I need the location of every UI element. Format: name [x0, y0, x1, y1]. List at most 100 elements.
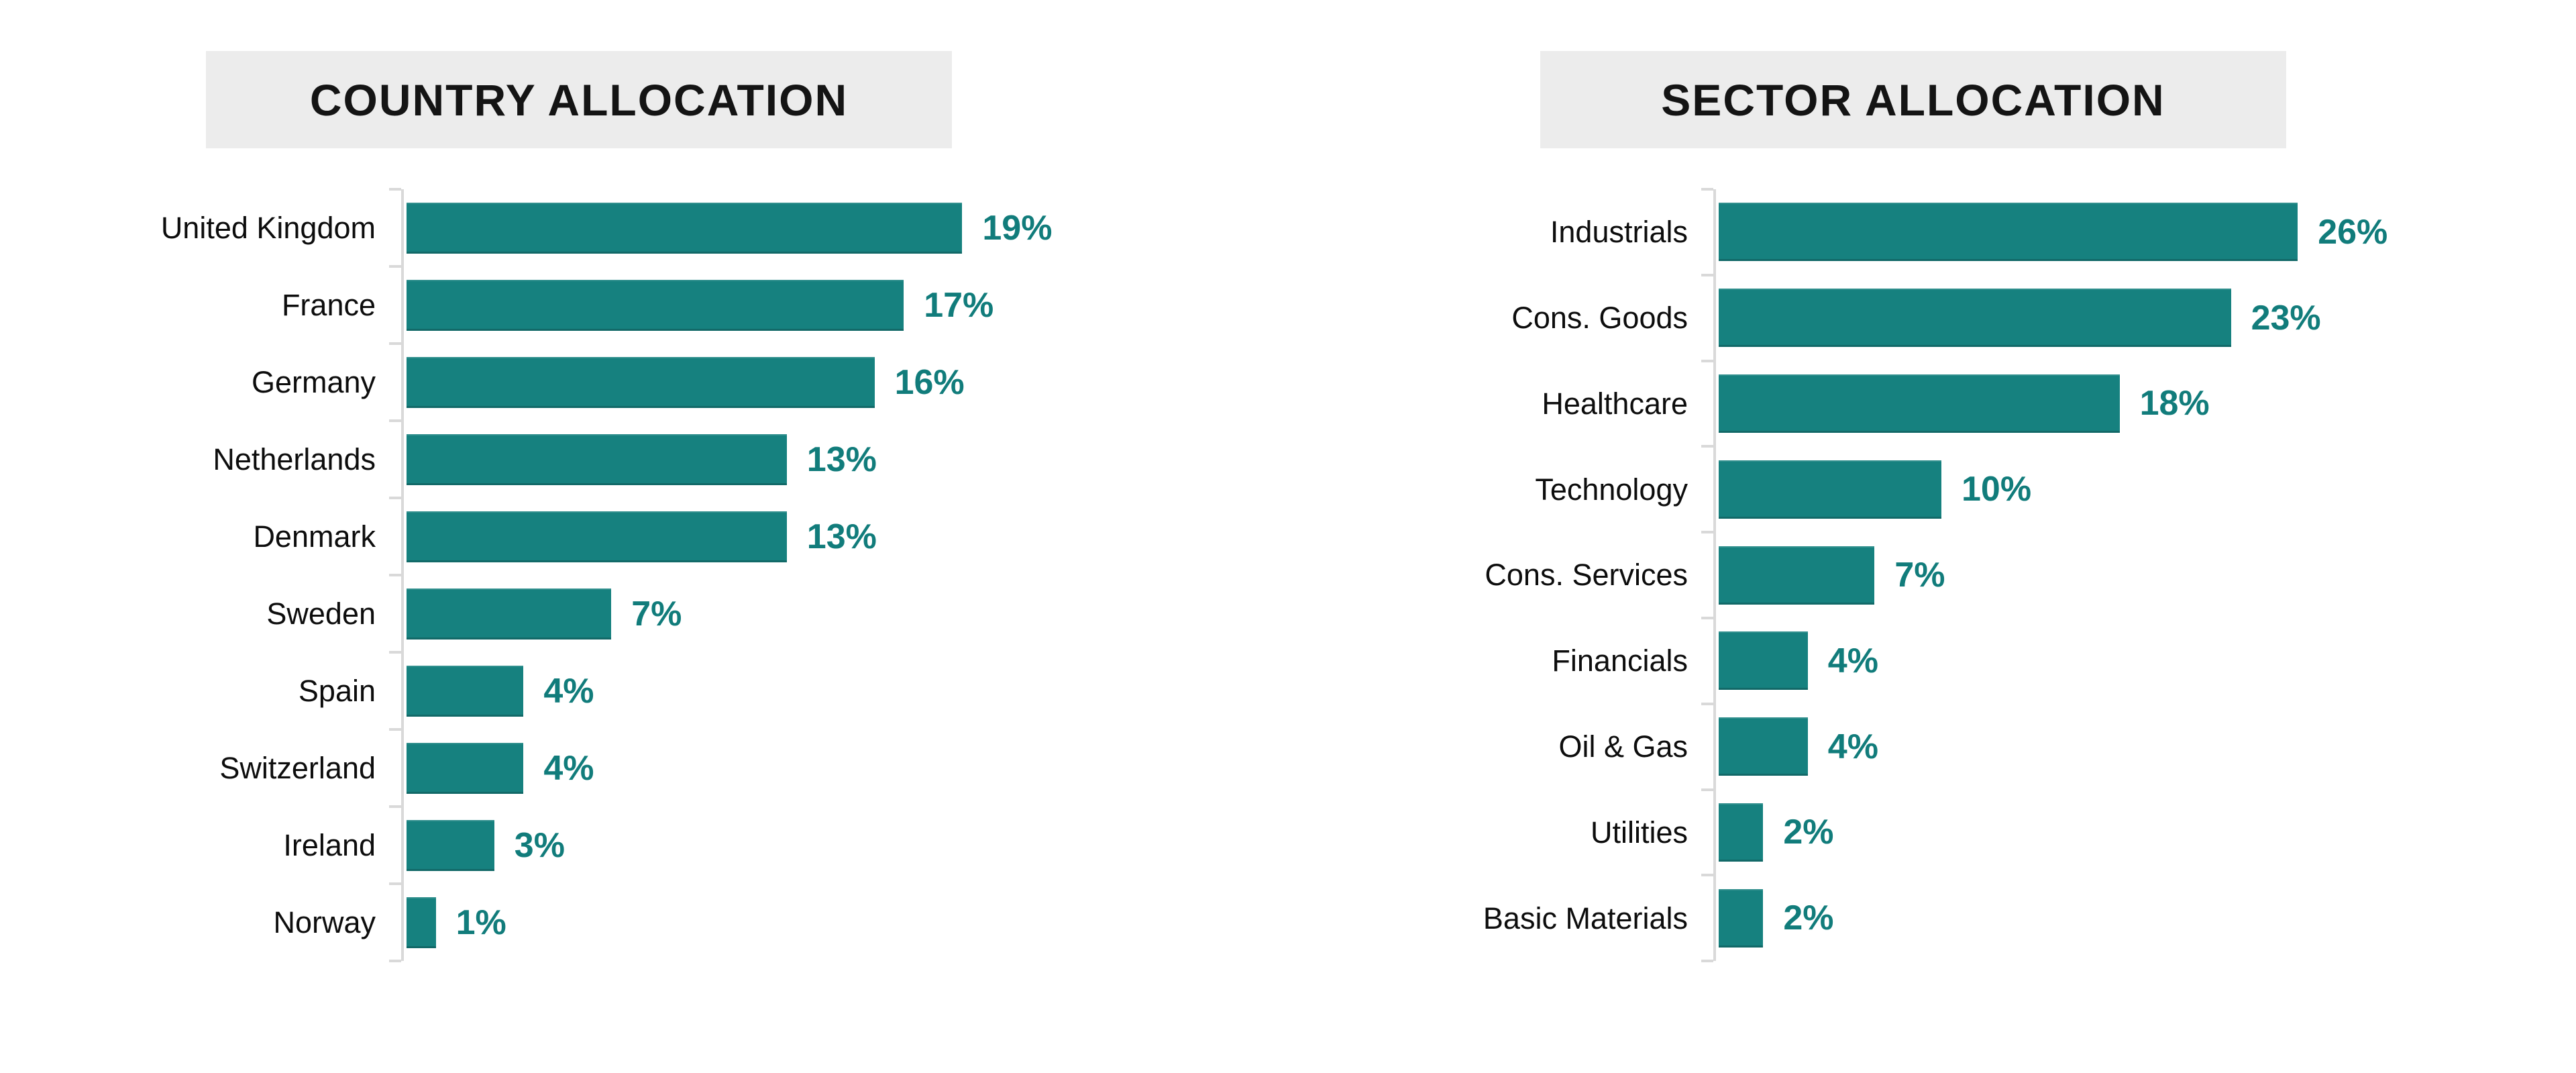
value-label: 17% — [924, 285, 994, 325]
chart-row: Switzerland 4% — [0, 728, 1261, 807]
bar — [407, 356, 875, 408]
chart-row: Oil & Gas 4% — [1288, 702, 2549, 790]
chart-row: Healthcare 18% — [1288, 359, 2549, 447]
value-label: 4% — [543, 748, 594, 788]
value-label: 7% — [631, 594, 682, 633]
bar — [407, 819, 494, 871]
chart-row: Technology 10% — [1288, 445, 2549, 533]
value-label: 10% — [1962, 470, 2032, 509]
value-label: 1% — [455, 903, 506, 942]
bar — [1719, 888, 1764, 948]
bar — [407, 433, 787, 485]
bar — [1719, 546, 1875, 605]
bar-track: 13% — [389, 497, 1261, 575]
bar — [407, 511, 787, 562]
bar-track: 19% — [389, 188, 1261, 266]
chart-row: Spain 4% — [0, 651, 1261, 729]
bar — [1719, 803, 1764, 862]
bar-track: 18% — [1701, 359, 2549, 447]
value-label: 13% — [806, 440, 877, 479]
sector-allocation-chart: SECTOR ALLOCATION Industrials 26% Cons. Go… — [1288, 0, 2576, 1073]
chart-row: Financials 4% — [1288, 616, 2549, 704]
bar — [407, 202, 963, 254]
category-label: Sweden — [266, 596, 376, 631]
value-label: 23% — [2251, 298, 2321, 338]
category-label: Switzerland — [219, 750, 376, 785]
bar-track: 4% — [389, 651, 1261, 729]
bar-track: 4% — [389, 728, 1261, 807]
sector-allocation-title: SECTOR ALLOCATION — [1540, 51, 2286, 148]
bar-track: 4% — [1701, 702, 2549, 790]
bar-track: 7% — [389, 574, 1261, 652]
chart-row: Basic Materials 2% — [1288, 874, 2549, 962]
bar — [1719, 203, 2298, 262]
value-label: 4% — [1827, 727, 1878, 766]
value-label: 7% — [1894, 556, 1945, 595]
category-label: Basic Materials — [1483, 901, 1688, 935]
category-label: Ireland — [283, 827, 376, 862]
bar-track: 4% — [1701, 616, 2549, 704]
country-allocation-chart: COUNTRY ALLOCATION United Kingdom 19% Fran… — [0, 51, 1261, 962]
value-label: 19% — [982, 208, 1053, 248]
value-label: 18% — [2139, 384, 2210, 423]
category-label: Technology — [1535, 472, 1688, 507]
bar — [407, 665, 524, 717]
category-label: Industrials — [1550, 215, 1688, 250]
category-label: Utilities — [1590, 815, 1688, 850]
value-label: 3% — [514, 825, 565, 865]
bar-track: 7% — [1701, 531, 2549, 618]
bar — [407, 588, 612, 640]
category-label: United Kingdom — [160, 210, 376, 245]
value-label: 16% — [894, 362, 965, 402]
category-label: Norway — [273, 905, 376, 939]
chart-row: Cons. Goods 23% — [1288, 273, 2549, 361]
bar-track: 10% — [1701, 445, 2549, 533]
bar-track: 1% — [389, 882, 1261, 961]
category-label: Cons. Services — [1485, 558, 1688, 593]
chart-row: Cons. Services 7% — [1288, 531, 2549, 618]
country-allocation-title: COUNTRY ALLOCATION — [206, 51, 952, 148]
bar-track: 26% — [1701, 188, 2549, 275]
chart-row: Sweden 7% — [0, 574, 1261, 652]
chart-row: Ireland 3% — [0, 805, 1261, 884]
bar — [407, 897, 436, 948]
category-label: France — [281, 287, 376, 322]
category-label: Netherlands — [213, 442, 376, 476]
chart-row: Utilities 2% — [1288, 788, 2549, 876]
chart-row: Denmark 13% — [0, 497, 1261, 575]
value-label: 13% — [806, 517, 877, 556]
bar-track: 17% — [389, 265, 1261, 344]
value-label: 4% — [543, 671, 594, 711]
chart-row: Industrials 26% — [1288, 188, 2549, 275]
value-label: 26% — [2318, 212, 2388, 252]
bar — [407, 742, 524, 794]
bar — [1719, 289, 2231, 348]
bar-track: 16% — [389, 342, 1261, 421]
bar-track: 2% — [1701, 874, 2549, 962]
bar-track: 3% — [389, 805, 1261, 884]
bar-track: 13% — [389, 419, 1261, 498]
chart-row: Norway 1% — [0, 882, 1261, 961]
bar — [1719, 460, 1941, 519]
chart-row: Netherlands 13% — [0, 419, 1261, 498]
category-label: Cons. Goods — [1511, 300, 1688, 335]
category-label: Oil & Gas — [1558, 729, 1688, 764]
chart-row: Germany 16% — [0, 342, 1261, 421]
chart-row: France 17% — [0, 265, 1261, 344]
bar — [1719, 717, 1808, 776]
chart-row: United Kingdom 19% — [0, 188, 1261, 266]
category-label: Spain — [298, 673, 376, 708]
bar-track: 2% — [1701, 788, 2549, 876]
bar — [407, 279, 904, 331]
category-label: Healthcare — [1542, 386, 1688, 421]
bar-track: 23% — [1701, 273, 2549, 361]
bar — [1719, 374, 2120, 433]
value-label: 2% — [1783, 813, 1834, 852]
category-label: Financials — [1552, 644, 1688, 678]
category-label: Germany — [251, 364, 376, 399]
country-bar-rows: United Kingdom 19% France 17% Germany 16% Neth… — [0, 188, 1261, 962]
sector-bar-rows: Industrials 26% Cons. Goods 23% Healthcare 18… — [1288, 188, 2549, 963]
value-label: 4% — [1827, 641, 1878, 680]
bar — [1719, 631, 1808, 691]
